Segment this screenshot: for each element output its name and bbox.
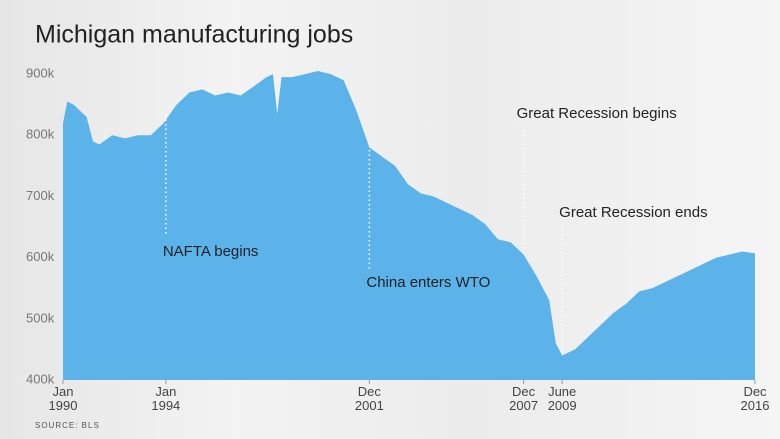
y-tick-label: 400k — [26, 371, 55, 386]
annotation-label: NAFTA begins — [163, 243, 259, 260]
y-tick-label: 500k — [26, 310, 55, 325]
x-tick-label: Dec 2016 — [740, 384, 770, 413]
x-tick-label: Jan 1990 — [48, 384, 78, 413]
area — [63, 71, 755, 380]
x-tick-label: Jan 1994 — [151, 384, 181, 413]
y-tick-label: 800k — [26, 127, 55, 142]
annotation-label: Great Recession begins — [517, 105, 677, 122]
annotation-label: China enters WTO — [366, 274, 490, 291]
annotation-label: Great Recession ends — [559, 204, 707, 221]
x-tick-label: Dec 2007 — [509, 384, 539, 413]
y-tick-label: 700k — [26, 188, 55, 203]
source: SOURCE: BLS — [35, 421, 100, 430]
x-tick-label: Dec 2001 — [354, 384, 384, 413]
chart-title: Michigan manufacturing jobs — [35, 21, 353, 49]
y-tick-label: 600k — [26, 249, 55, 264]
x-tick-label: June 2009 — [547, 384, 577, 413]
y-tick-label: 900k — [26, 66, 55, 81]
